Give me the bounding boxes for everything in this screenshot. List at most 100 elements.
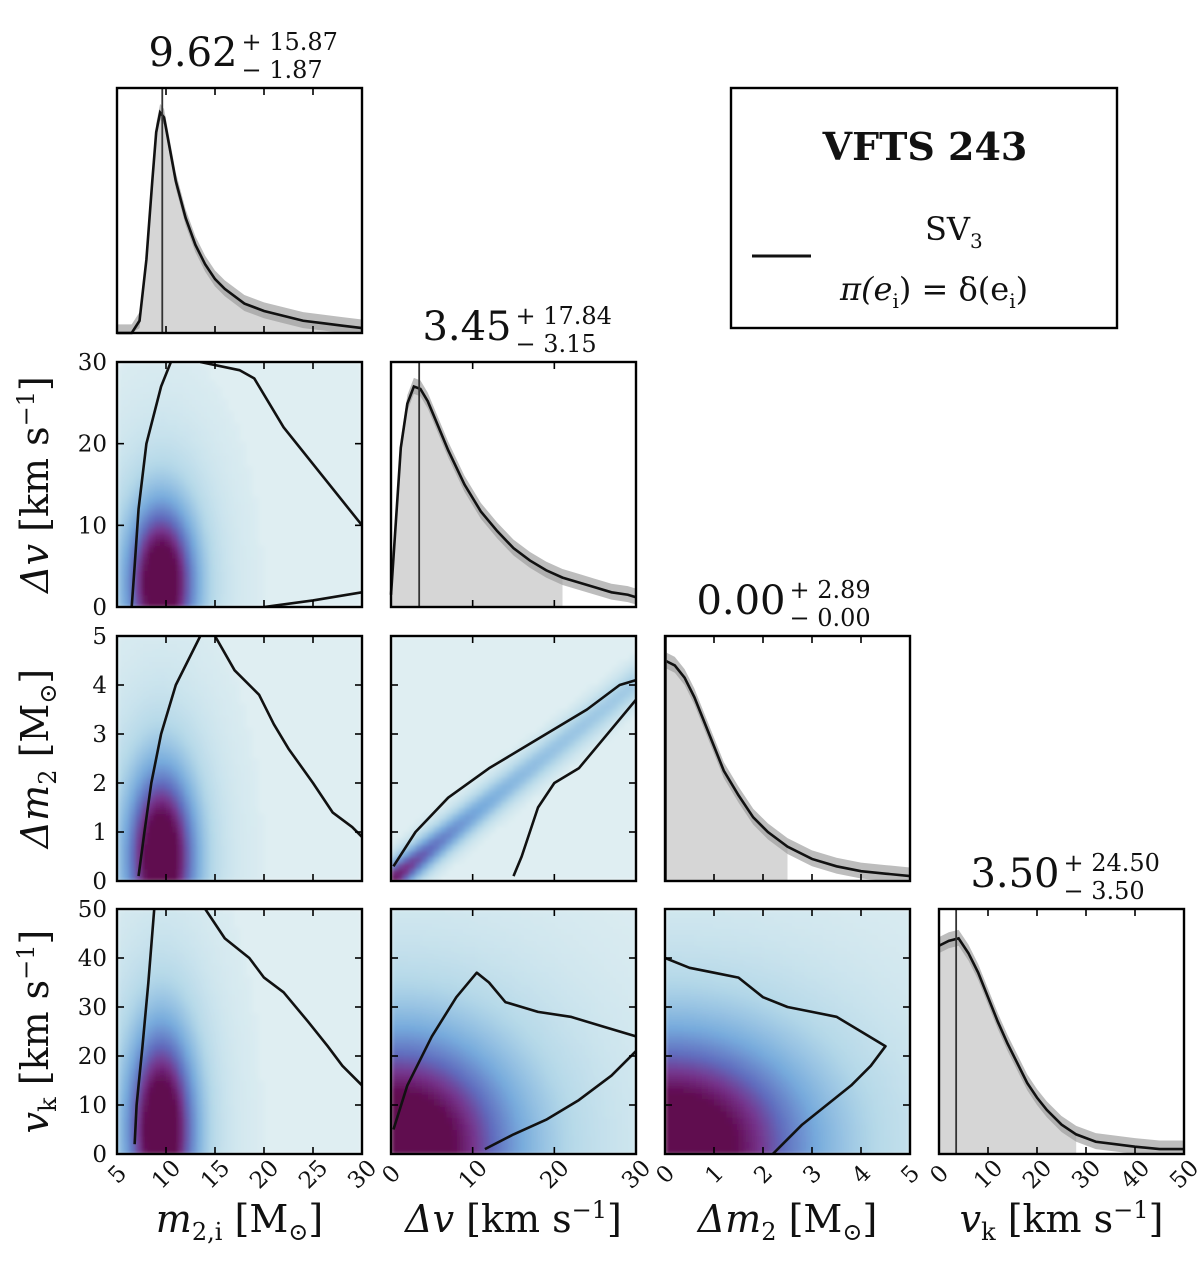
- density-cell: [458, 1074, 466, 1082]
- density-cell: [695, 1098, 703, 1106]
- density-cell: [476, 1013, 484, 1020]
- density-cell: [159, 441, 167, 449]
- density-cell: [470, 1025, 478, 1033]
- density-cell: [391, 1013, 398, 1020]
- density-cell: [427, 1086, 435, 1094]
- density-cell: [166, 582, 173, 590]
- density-cell: [184, 435, 192, 443]
- density-cell: [117, 1074, 124, 1082]
- density-cell: [695, 1000, 703, 1008]
- density-cell: [531, 951, 539, 959]
- density-cell: [159, 423, 167, 430]
- density-cell: [172, 921, 179, 928]
- density-cell: [507, 789, 515, 796]
- density-cell: [129, 1068, 136, 1075]
- density-cell: [117, 1111, 124, 1118]
- density-cell: [415, 909, 423, 916]
- density-cell: [129, 1111, 136, 1118]
- density-cell: [580, 1111, 588, 1118]
- density-cell: [190, 813, 198, 821]
- density-cell: [677, 1105, 684, 1112]
- density-cell: [184, 582, 192, 590]
- density-cell: [178, 1037, 185, 1045]
- density-cell: [482, 1098, 490, 1106]
- density-cell: [172, 958, 179, 965]
- density-cell: [525, 909, 533, 916]
- density-cell: [251, 1080, 259, 1088]
- density-cell: [221, 594, 228, 602]
- density-cell: [245, 813, 253, 821]
- density-cell: [227, 685, 234, 692]
- density-cell: [629, 1074, 636, 1082]
- density-cell: [476, 776, 484, 784]
- density-cell: [251, 1056, 259, 1063]
- density-cell: [482, 795, 490, 802]
- density-cell: [184, 795, 192, 802]
- density-cell: [689, 1080, 697, 1088]
- density-cell: [513, 1049, 521, 1057]
- density-cell: [227, 921, 234, 928]
- density-cell: [458, 1019, 466, 1026]
- density-cell: [215, 594, 222, 602]
- density-cell: [476, 783, 484, 790]
- density-cell: [665, 970, 672, 977]
- density-cell: [476, 909, 484, 916]
- density-cell: [580, 709, 588, 717]
- density-cell: [172, 1019, 179, 1026]
- density-cell: [683, 976, 691, 984]
- density-cell: [208, 1031, 216, 1039]
- density-cell: [202, 1105, 210, 1112]
- density-cell: [695, 988, 703, 996]
- density-cell: [562, 1080, 570, 1088]
- density-cell: [135, 368, 143, 375]
- density-cell: [415, 1129, 423, 1137]
- density-cell: [239, 484, 247, 492]
- density-cell: [617, 1049, 625, 1057]
- density-cell: [489, 951, 496, 959]
- density-cell: [166, 850, 173, 858]
- density-cell: [482, 801, 490, 809]
- density-cell: [476, 1019, 484, 1026]
- density-cell: [166, 1080, 173, 1088]
- contour-group: [137, 636, 362, 877]
- density-cell: [701, 1031, 709, 1039]
- density-cell: [166, 380, 173, 388]
- density-cell: [489, 958, 496, 965]
- density-cell: [683, 1141, 691, 1149]
- density-cell: [117, 832, 124, 839]
- density-cell: [458, 1049, 466, 1057]
- density-cell: [593, 970, 600, 977]
- density-cell: [403, 982, 410, 990]
- density-cell: [433, 982, 441, 990]
- density-cell: [440, 1098, 447, 1106]
- density-cell: [190, 588, 198, 596]
- density-cell: [208, 423, 216, 430]
- density-cell: [153, 994, 161, 1002]
- density-cell: [251, 807, 259, 815]
- density-cell: [427, 844, 435, 851]
- density-cell: [501, 813, 508, 821]
- density-cell: [172, 404, 179, 412]
- density-cell: [172, 398, 179, 406]
- density-cell: [233, 441, 241, 449]
- density-cell: [452, 1025, 459, 1033]
- density-cell: [166, 1147, 173, 1154]
- density-cell: [208, 490, 216, 498]
- density-cell: [135, 958, 143, 965]
- density-cell: [172, 386, 179, 394]
- density-cell: [227, 933, 234, 941]
- density-cell: [587, 1037, 594, 1045]
- density-cell: [153, 721, 161, 729]
- density-cell: [202, 545, 210, 553]
- density-cell: [574, 1105, 582, 1112]
- density-cell: [129, 746, 136, 753]
- density-cell: [178, 1098, 185, 1106]
- density-cell: [574, 951, 582, 959]
- density-cell: [141, 404, 149, 412]
- density-cell: [695, 1068, 703, 1075]
- density-cell: [665, 915, 672, 922]
- density-cell: [215, 1086, 222, 1094]
- density-cell: [409, 1129, 417, 1137]
- density-cell: [587, 1123, 594, 1131]
- density-cell: [117, 1062, 124, 1069]
